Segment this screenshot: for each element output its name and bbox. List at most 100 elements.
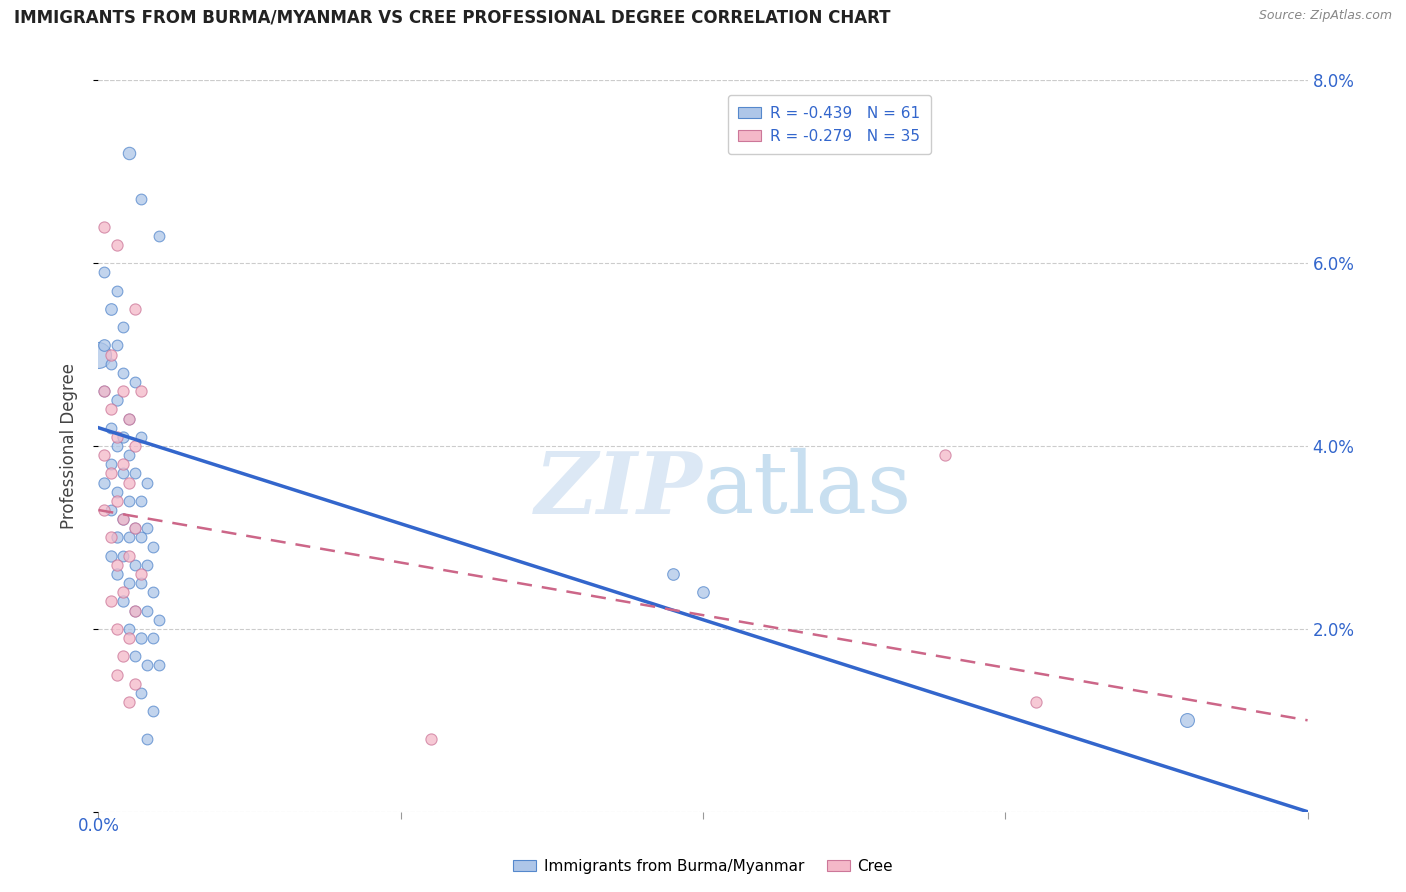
Point: [142, 631, 165, 645]
Point: [105, 484, 128, 499]
Point: [118, 530, 141, 544]
Point: [100, 357, 122, 371]
Point: [124, 301, 146, 316]
Point: [105, 238, 128, 252]
Point: [118, 576, 141, 591]
Point: [148, 613, 170, 627]
Text: IMMIGRANTS FROM BURMA/MYANMAR VS CREE PROFESSIONAL DEGREE CORRELATION CHART: IMMIGRANTS FROM BURMA/MYANMAR VS CREE PR…: [14, 9, 890, 27]
Point: [100, 301, 122, 316]
Text: 0.0%: 0.0%: [77, 817, 120, 835]
Point: [105, 439, 128, 453]
Point: [93, 219, 115, 234]
Point: [105, 338, 128, 352]
Point: [420, 731, 443, 746]
Point: [129, 384, 152, 399]
Point: [111, 384, 134, 399]
Point: [93, 475, 115, 490]
Point: [135, 475, 157, 490]
Point: [105, 493, 128, 508]
Point: [100, 503, 122, 517]
Point: [118, 448, 141, 462]
Point: [129, 493, 152, 508]
Point: [124, 649, 146, 664]
Point: [129, 192, 152, 206]
Point: [118, 475, 141, 490]
Point: [129, 576, 152, 591]
Y-axis label: Professional Degree: Professional Degree: [59, 363, 77, 529]
Point: [124, 375, 146, 389]
Legend: R = -0.439   N = 61, R = -0.279   N = 35: R = -0.439 N = 61, R = -0.279 N = 35: [727, 95, 931, 154]
Point: [118, 695, 141, 709]
Point: [135, 521, 157, 535]
Point: [100, 402, 122, 417]
Point: [124, 521, 146, 535]
Point: [124, 603, 146, 617]
Point: [129, 686, 152, 700]
Point: [124, 676, 146, 690]
Point: [662, 567, 685, 582]
Point: [105, 622, 128, 636]
Point: [105, 567, 128, 582]
Point: [148, 658, 170, 673]
Point: [93, 503, 115, 517]
Point: [118, 549, 141, 563]
Text: atlas: atlas: [703, 449, 912, 532]
Text: ZIP: ZIP: [536, 448, 703, 532]
Point: [129, 567, 152, 582]
Point: [100, 594, 122, 608]
Point: [111, 585, 134, 599]
Point: [124, 439, 146, 453]
Point: [118, 411, 141, 425]
Point: [100, 458, 122, 472]
Point: [93, 448, 115, 462]
Point: [135, 558, 157, 572]
Point: [105, 284, 128, 298]
Point: [105, 667, 128, 681]
Point: [100, 347, 122, 362]
Point: [692, 585, 714, 599]
Point: [111, 649, 134, 664]
Point: [124, 603, 146, 617]
Point: [124, 467, 146, 481]
Point: [111, 366, 134, 380]
Point: [111, 458, 134, 472]
Point: [135, 658, 157, 673]
Point: [1175, 714, 1198, 728]
Point: [105, 393, 128, 408]
Point: [142, 704, 165, 718]
Point: [124, 558, 146, 572]
Point: [105, 530, 128, 544]
Point: [135, 731, 157, 746]
Text: Source: ZipAtlas.com: Source: ZipAtlas.com: [1258, 9, 1392, 22]
Point: [105, 430, 128, 444]
Point: [100, 530, 122, 544]
Point: [111, 512, 134, 526]
Point: [148, 228, 170, 243]
Point: [111, 594, 134, 608]
Point: [118, 411, 141, 425]
Point: [118, 146, 141, 161]
Point: [93, 384, 115, 399]
Point: [142, 540, 165, 554]
Point: [129, 430, 152, 444]
Point: [93, 384, 115, 399]
Point: [100, 467, 122, 481]
Point: [135, 603, 157, 617]
Point: [93, 265, 115, 279]
Point: [111, 467, 134, 481]
Point: [129, 530, 152, 544]
Point: [934, 448, 956, 462]
Point: [111, 549, 134, 563]
Point: [118, 622, 141, 636]
Point: [87, 347, 110, 362]
Point: [111, 512, 134, 526]
Point: [100, 549, 122, 563]
Point: [93, 338, 115, 352]
Point: [111, 320, 134, 334]
Point: [100, 420, 122, 434]
Point: [129, 631, 152, 645]
Point: [105, 558, 128, 572]
Point: [118, 493, 141, 508]
Point: [118, 631, 141, 645]
Point: [124, 521, 146, 535]
